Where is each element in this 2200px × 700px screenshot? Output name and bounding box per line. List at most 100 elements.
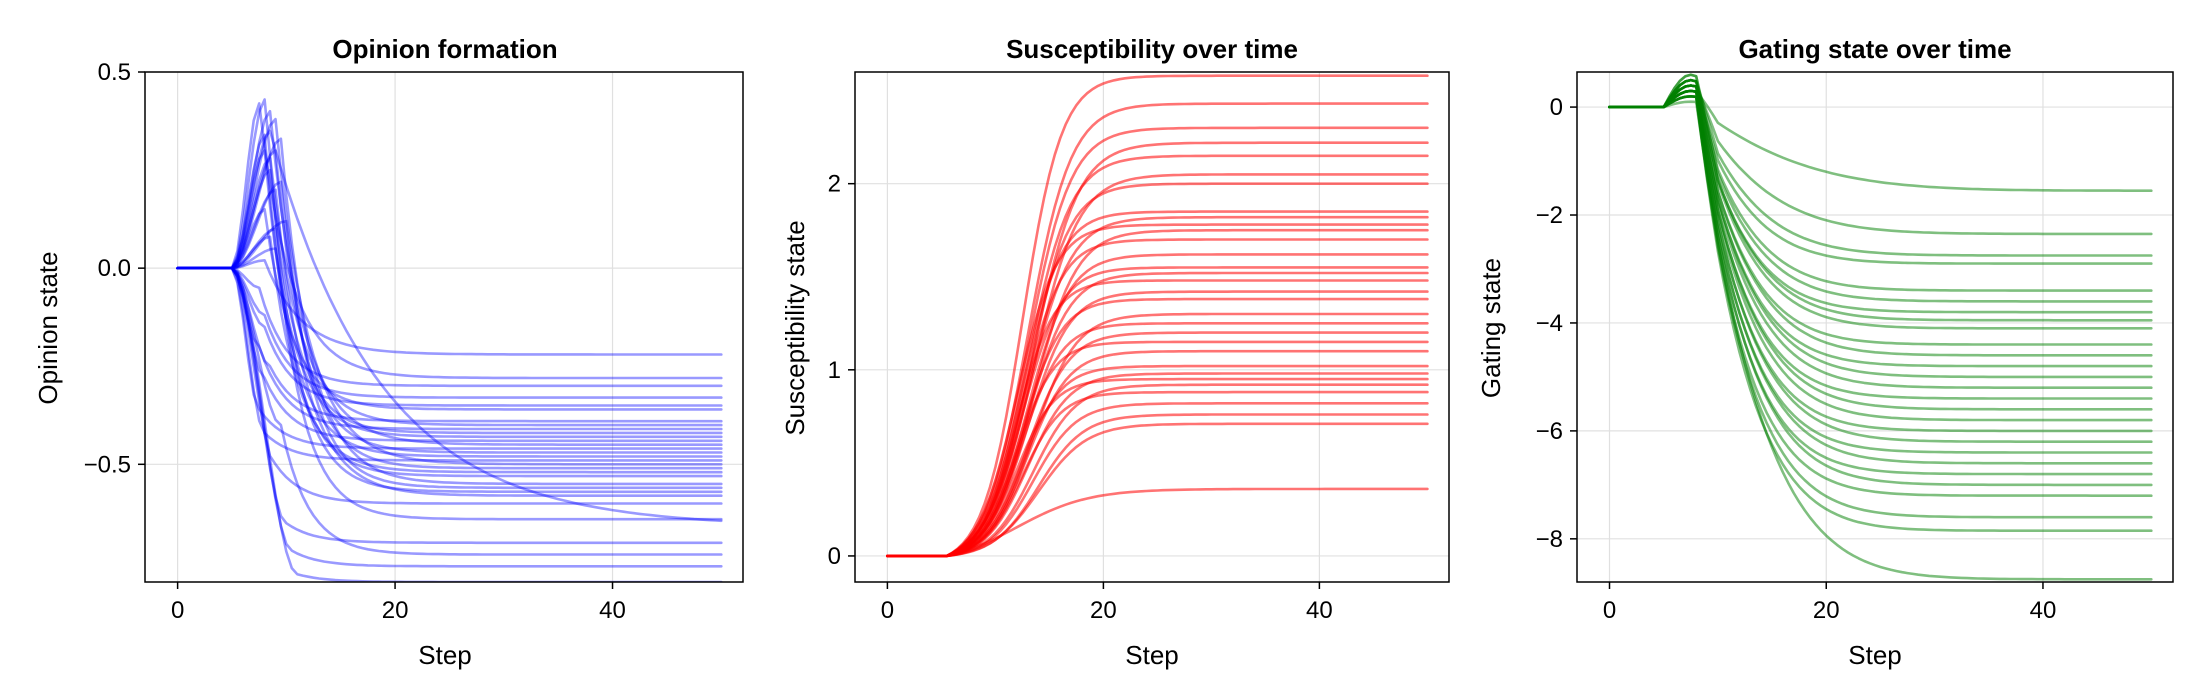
y-tick-label: 2 [828, 171, 841, 198]
series-group [1608, 73, 2153, 581]
series-line-15 [176, 266, 723, 450]
series-line-0 [1608, 89, 2153, 192]
series-line-16 [176, 266, 723, 462]
panel-gating: Gating state over time Step Gating state… [1476, 34, 2174, 670]
grid [855, 72, 1449, 582]
chart-title: Susceptibility over time [1006, 34, 1298, 64]
series-line-3 [1608, 84, 2153, 265]
series-line-18 [176, 266, 723, 545]
y-tick-label: −6 [1536, 418, 1563, 445]
series-line-29 [176, 266, 723, 423]
series-line-23 [886, 364, 1429, 558]
panel-opinion: Opinion formation Step Opinion state 0 20… [33, 34, 744, 670]
series-line-12 [1608, 84, 2153, 379]
series-line-20 [176, 266, 723, 568]
series-line-24 [1608, 95, 2153, 519]
x-tick-label: 20 [382, 597, 409, 624]
plot-frame [144, 71, 744, 583]
series-line-7 [176, 188, 723, 497]
series-line-21 [176, 266, 723, 556]
series-line-22 [886, 349, 1429, 558]
series-line-13 [176, 266, 723, 431]
y-tick-label: 0.5 [98, 59, 131, 86]
series-line-15 [1608, 84, 2153, 411]
series-line-9 [176, 235, 723, 474]
series-line-1 [1608, 84, 2153, 236]
series-line-6 [1608, 84, 2153, 314]
series-line-0 [176, 102, 723, 380]
y-tick-label: −4 [1536, 310, 1563, 337]
x-tick-label: 20 [1090, 597, 1117, 624]
y-tick-label: 0.0 [98, 255, 131, 282]
series-line-23 [1608, 95, 2153, 497]
series-line-26 [886, 383, 1429, 558]
series-line-23 [176, 227, 723, 521]
series-line-11 [886, 238, 1429, 558]
series-line-25 [886, 377, 1429, 558]
series-line-12 [176, 266, 723, 399]
series-line-25 [176, 133, 723, 478]
y-tick-label: 0 [828, 543, 841, 570]
series-line-24 [176, 157, 723, 494]
x-tick-label: 40 [599, 597, 626, 624]
series-line-20 [1608, 89, 2153, 465]
series-line-3 [176, 117, 723, 466]
series-line-27 [176, 180, 723, 470]
series-line-0 [886, 74, 1429, 558]
series-line-1 [176, 98, 723, 427]
series-line-28 [886, 402, 1429, 558]
series-line-3 [886, 141, 1429, 558]
series-line-13 [886, 266, 1429, 558]
x-axis-label: Step [1848, 640, 1902, 670]
y-axis-label: Gating state [1476, 258, 1506, 398]
x-axis-label: Step [418, 640, 472, 670]
series-line-6 [176, 168, 723, 435]
series-line-2 [176, 109, 723, 446]
series-line-18 [1608, 89, 2153, 443]
plot-frame [854, 71, 1450, 583]
series-line-11 [176, 266, 723, 388]
panel-susceptibility: Susceptibility over time Step Susceptibi… [780, 34, 1450, 670]
series-line-31 [176, 247, 723, 439]
series-line-30 [176, 266, 723, 407]
series-line-27 [886, 390, 1429, 558]
series-line-7 [1608, 78, 2153, 322]
series-line-5 [176, 149, 723, 458]
series-group [176, 98, 723, 582]
series-line-21 [886, 340, 1429, 558]
series-line-28 [176, 219, 723, 490]
y-axis-label: Susceptibility state [780, 220, 810, 435]
series-line-8 [176, 208, 723, 411]
y-tick-label: −2 [1536, 202, 1563, 229]
series-line-19 [886, 322, 1429, 558]
series-line-17 [1608, 84, 2153, 433]
y-tick-label: 1 [828, 357, 841, 384]
series-line-26 [1608, 100, 2153, 581]
series-line-4 [886, 154, 1429, 558]
series-line-9 [886, 223, 1429, 558]
series-line-14 [176, 266, 723, 443]
plot-frame [1576, 71, 2174, 583]
series-line-15 [886, 279, 1429, 558]
series-line-4 [1608, 78, 2153, 292]
series-line-31 [886, 487, 1429, 558]
series-line-26 [176, 149, 723, 454]
y-tick-label: 0 [1550, 94, 1563, 121]
series-line-10 [176, 259, 723, 356]
series-line-5 [1608, 73, 2153, 303]
series-line-19 [176, 266, 723, 582]
series-line-24 [886, 372, 1429, 558]
series-line-10 [1608, 78, 2153, 357]
x-tick-label: 0 [171, 597, 184, 624]
y-tick-label: −0.5 [84, 451, 131, 478]
series-group [886, 74, 1429, 558]
chart-title: Opinion formation [332, 34, 557, 64]
series-line-22 [176, 129, 723, 523]
y-axis-label: Opinion state [33, 251, 63, 404]
y-tick-label: −8 [1536, 526, 1563, 553]
x-axis-label: Step [1125, 640, 1179, 670]
chart-title: Gating state over time [1738, 34, 2011, 64]
series-line-17 [176, 266, 723, 505]
grid [145, 71, 743, 582]
